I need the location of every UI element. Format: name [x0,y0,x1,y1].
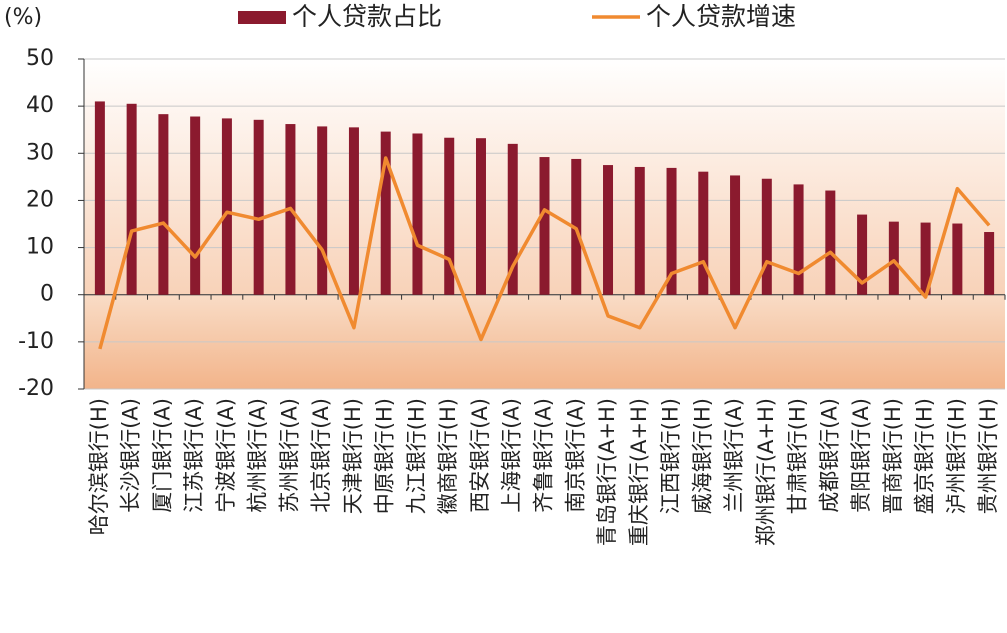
x-tick-label: 宁波银行(A) [214,398,238,513]
bar [730,175,741,295]
bar [221,118,232,295]
x-tick-label: 兰州银行(A) [722,398,746,513]
bar [603,165,614,295]
legend-swatch [238,11,286,24]
legend-label: 个人贷款占比 [292,2,442,31]
x-tick-label: 九江银行(H) [404,398,428,514]
x-tick-label: 中原银行(H) [373,398,397,514]
x-tick-label: 杭州银行(A) [246,398,270,513]
x-tick-label: 贵州银行(H) [976,398,1000,514]
x-tick-label: 长沙银行(A) [119,398,143,513]
x-tick-label: 重庆银行(A+H) [627,398,651,546]
bar [94,101,105,295]
x-tick-label: 江西银行(H) [659,398,683,514]
bar [158,114,169,295]
bar [825,190,836,295]
bar [920,222,931,295]
x-tick-label: 北京银行(A) [309,398,333,513]
bar [952,223,963,295]
y-tick-label: -10 [18,329,54,354]
x-tick-label: 厦门银行(A) [150,398,174,513]
x-tick-label: 成都银行(A) [817,398,841,513]
x-tick-label: 江苏银行(A) [182,398,206,513]
x-tick-label: 郑州银行(A+H) [754,398,778,546]
bar [412,133,423,295]
x-tick-label: 南京银行(A) [563,398,587,513]
y-tick-label: 50 [26,46,54,71]
x-tick-label: 盛京银行(H) [913,398,937,514]
x-tick-label: 哈尔滨银行(H) [87,398,111,535]
x-tick-label: 西安银行(A) [468,398,492,513]
bar [761,178,772,295]
bar [380,131,391,295]
bar [539,157,550,295]
bar [634,166,645,295]
y-tick-label: -20 [18,376,54,401]
line [98,156,991,350]
y-tick-label: 0 [40,282,54,307]
bar [888,221,899,295]
x-tick-label: 泸州银行(H) [944,398,968,514]
y-tick-label: 30 [26,140,54,165]
x-tick-label: 晋商银行(H) [881,398,905,514]
x-tick-label: 甘肃银行(H) [786,398,810,514]
bar [793,184,804,295]
bar [348,127,359,295]
x-tick-label: 上海银行(A) [500,398,524,513]
bar [984,232,995,295]
bar [857,214,868,295]
x-tick-label: 齐鲁银行(A) [532,398,556,513]
x-tick-label: 徽商银行(H) [436,398,460,514]
y-tick-label: 10 [26,235,54,260]
bar [444,137,455,295]
x-tick-label: 青岛银行(A+H) [595,398,619,546]
bar [666,167,677,295]
legend-label: 个人贷款增速 [646,2,796,31]
bar [253,119,264,295]
bar [698,171,709,295]
bar [507,143,518,295]
x-tick-label: 贵阳银行(A) [849,398,873,513]
x-tick-label: 苏州银行(A) [277,398,301,513]
bar [317,126,328,295]
y-tick-label: 40 [26,93,54,118]
bar [190,116,201,295]
unit-label: (%) [4,5,42,30]
x-tick-label: 天津银行(H) [341,398,365,514]
bar [126,103,137,295]
x-tick-label: 威海银行(H) [690,398,714,514]
bar [475,138,486,295]
y-tick-label: 20 [26,187,54,212]
